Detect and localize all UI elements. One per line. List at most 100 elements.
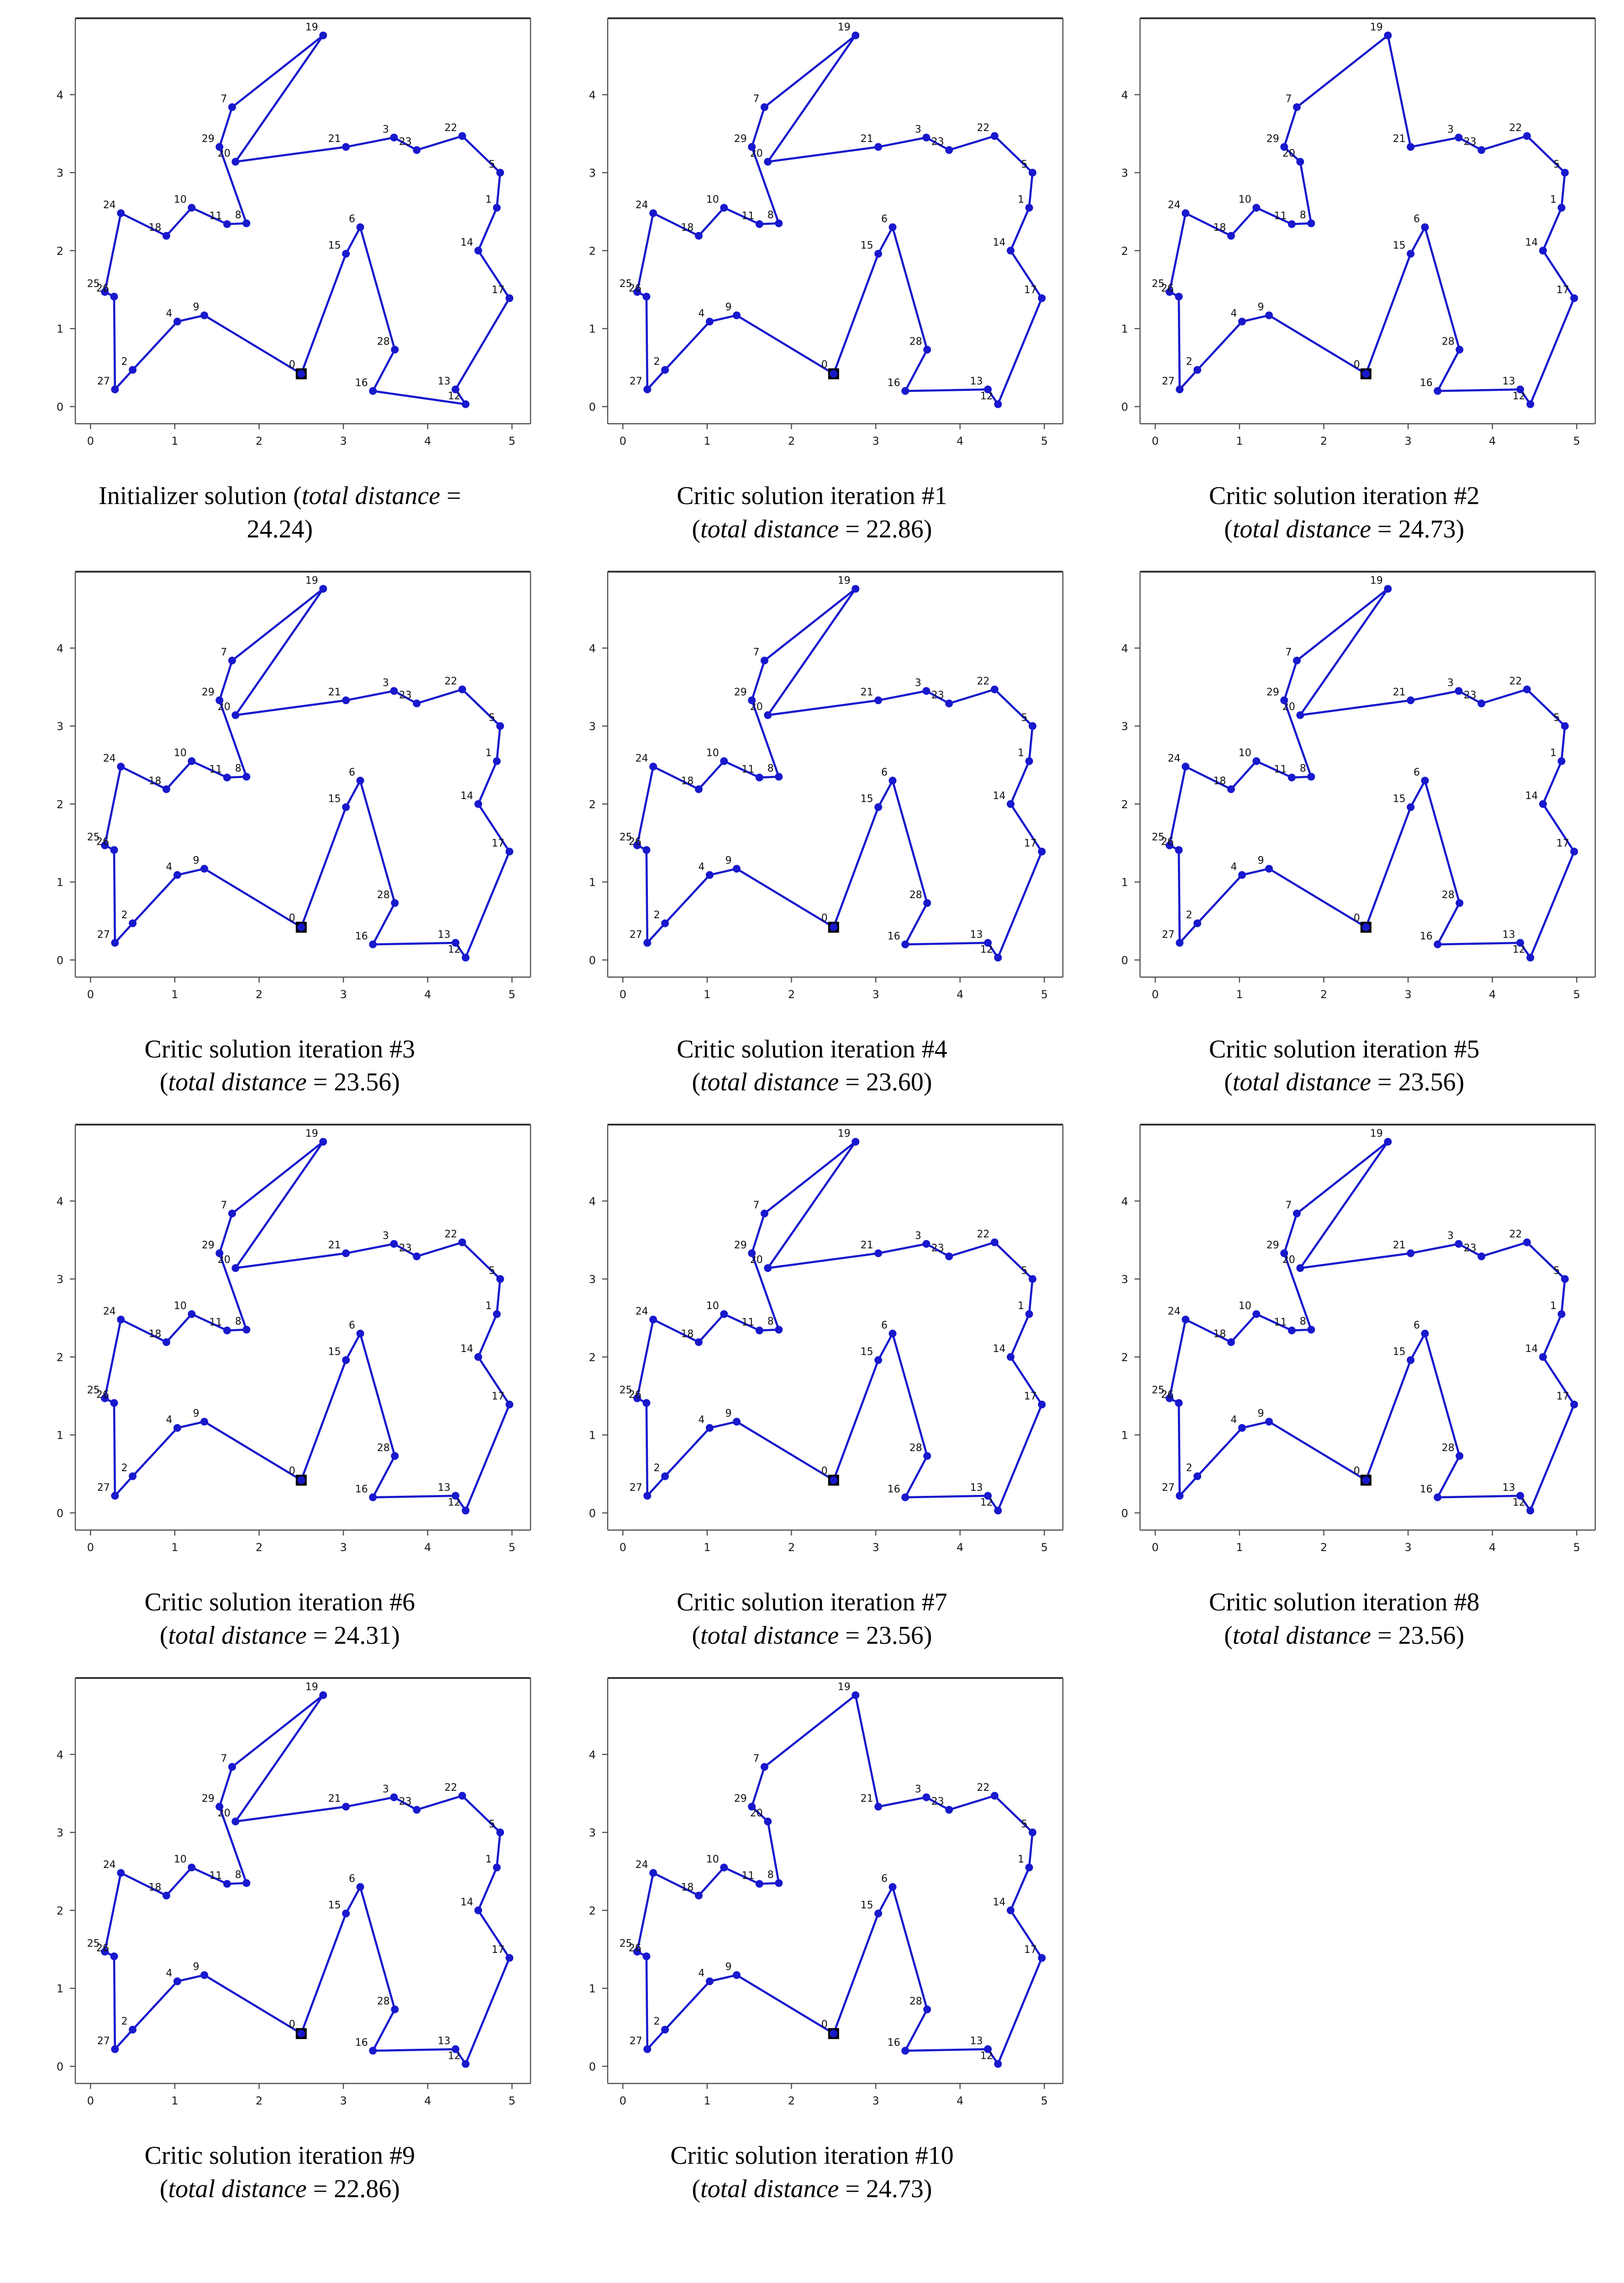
tsp-node-label: 6	[881, 1320, 888, 1331]
tsp-node-label: 11	[1274, 1317, 1287, 1328]
caption-value: = 23.56)	[839, 1621, 932, 1650]
tsp-node	[945, 146, 953, 154]
tsp-node	[748, 1803, 756, 1811]
tsp-node	[1025, 204, 1033, 212]
tsp-node	[342, 143, 350, 151]
caption-italic-term: total distance	[168, 1068, 307, 1097]
tsp-node-label: 7	[753, 94, 759, 105]
caption-line-2: (total distance = 24.31)	[47, 1619, 513, 1652]
tsp-node	[1455, 1452, 1463, 1460]
x-tick-label: 2	[256, 1541, 263, 1554]
tsp-node	[1433, 387, 1441, 395]
caption-line-1: Critic solution iteration #7	[677, 1588, 947, 1617]
y-tick-label: 1	[57, 1982, 63, 1995]
tsp-node	[923, 2005, 931, 2014]
tsp-node-label: 24	[636, 1859, 648, 1871]
caption-open-paren: (	[692, 2174, 701, 2203]
y-tick-label: 4	[57, 1195, 63, 1208]
tsp-node	[1526, 400, 1534, 408]
tsp-node-label: 9	[1257, 1408, 1264, 1420]
tsp-node-label: 24	[103, 200, 116, 211]
tsp-node-label: 2	[654, 356, 660, 368]
tour-route	[1168, 34, 1575, 405]
x-tick-label: 2	[788, 988, 795, 1001]
y-tick-label: 3	[1121, 1273, 1128, 1286]
tsp-node-label: 23	[399, 689, 412, 701]
tsp-node-label: 18	[681, 775, 694, 787]
tsp-node-label: 10	[706, 747, 719, 759]
tour-route	[636, 1141, 1043, 1512]
x-tick-label: 3	[872, 988, 879, 1001]
tsp-node	[117, 763, 125, 771]
tsp-node-label: 1	[1550, 1300, 1556, 1312]
panel-caption: Critic solution iteration #10 (total dist…	[579, 2139, 1045, 2206]
tsp-node-label: 4	[166, 1414, 173, 1426]
x-tick-label: 2	[1320, 988, 1327, 1001]
tsp-node-label: 25	[87, 278, 100, 289]
tsp-node-label: 17	[1024, 284, 1037, 296]
tsp-node-label: 11	[210, 1317, 222, 1328]
tsp-node	[874, 1356, 883, 1364]
tsp-node	[1539, 247, 1547, 255]
tsp-plot-area: 0 1 2 3 4 5 0 1 2 3 4 1 2 3 4 5 6 7 8 9 10 11 12 13 14 15 16 17 18 19…	[21, 1668, 539, 2129]
caption-line-1: Critic solution iteration #10	[670, 2141, 954, 2170]
tsp-plot-area: 0 1 2 3 4 5 0 1 2 3 4 1 2 3 4 5 6 7 8 9 10 11 12 13 14 15 16 17 18 19…	[553, 1115, 1071, 1576]
tsp-node-label: 16	[355, 931, 368, 942]
tsp-node	[851, 1138, 860, 1146]
tsp-node	[200, 864, 209, 873]
tsp-node	[474, 800, 483, 808]
tsp-node-label: 15	[861, 1900, 873, 1911]
tsp-node	[748, 1249, 756, 1257]
tsp-node	[390, 1793, 398, 1801]
depot-node	[297, 1476, 305, 1484]
tsp-node-label: 28	[377, 336, 390, 347]
tsp-node-label: 4	[166, 861, 173, 873]
x-tick-label: 3	[340, 435, 347, 447]
tsp-node	[391, 346, 399, 354]
tsp-node-label: 29	[1266, 1240, 1279, 1251]
x-tick-label: 4	[957, 2094, 963, 2107]
tsp-node	[200, 311, 209, 320]
tsp-node	[994, 400, 1002, 408]
y-tick-label: 4	[57, 1748, 63, 1761]
tsp-node	[163, 785, 171, 793]
tsp-node	[505, 1954, 514, 1962]
tsp-node	[764, 1817, 772, 1825]
tsp-node-label: 18	[149, 775, 162, 787]
tsp-node	[922, 133, 930, 142]
tsp-node	[945, 1805, 953, 1814]
y-tick-label: 1	[57, 876, 63, 889]
tsp-node-label: 27	[1162, 929, 1174, 940]
x-tick-label: 4	[424, 1541, 431, 1554]
x-tick-label: 1	[704, 435, 710, 447]
tsp-node	[923, 1452, 931, 1460]
tsp-node	[493, 204, 501, 212]
tsp-node	[994, 2060, 1002, 2068]
tsp-node	[1227, 1338, 1235, 1347]
tsp-node	[1293, 103, 1301, 111]
x-tick-label: 3	[872, 435, 879, 447]
tsp-node-label: 21	[861, 1793, 873, 1804]
x-tick-label: 1	[704, 1541, 710, 1554]
tsp-node-label: 17	[492, 1391, 505, 1402]
tsp-node-label: 7	[1285, 94, 1292, 105]
caption-open-paren: (	[1224, 515, 1233, 543]
tsp-node	[755, 773, 763, 781]
tsp-node	[188, 1310, 196, 1318]
tsp-node	[1252, 204, 1260, 212]
tsp-node-label: 6	[1414, 767, 1420, 778]
tsp-node-label: 5	[1021, 712, 1028, 724]
caption-italic-term: total distance	[1232, 1068, 1372, 1097]
tsp-node	[874, 803, 883, 811]
tsp-node-label: 15	[1393, 1347, 1405, 1358]
tsp-node	[1421, 776, 1429, 784]
tsp-node-label: 5	[1553, 712, 1560, 724]
tsp-node	[215, 1803, 224, 1811]
tsp-node-label: 3	[383, 1783, 389, 1795]
x-tick-label: 4	[1489, 988, 1496, 1001]
tsp-node	[694, 785, 703, 793]
tsp-node-label: 17	[1024, 1391, 1037, 1402]
caption-line-1: Critic solution iteration #8	[1209, 1588, 1480, 1617]
tsp-node	[173, 317, 182, 326]
tsp-node-label: 7	[753, 1200, 759, 1211]
